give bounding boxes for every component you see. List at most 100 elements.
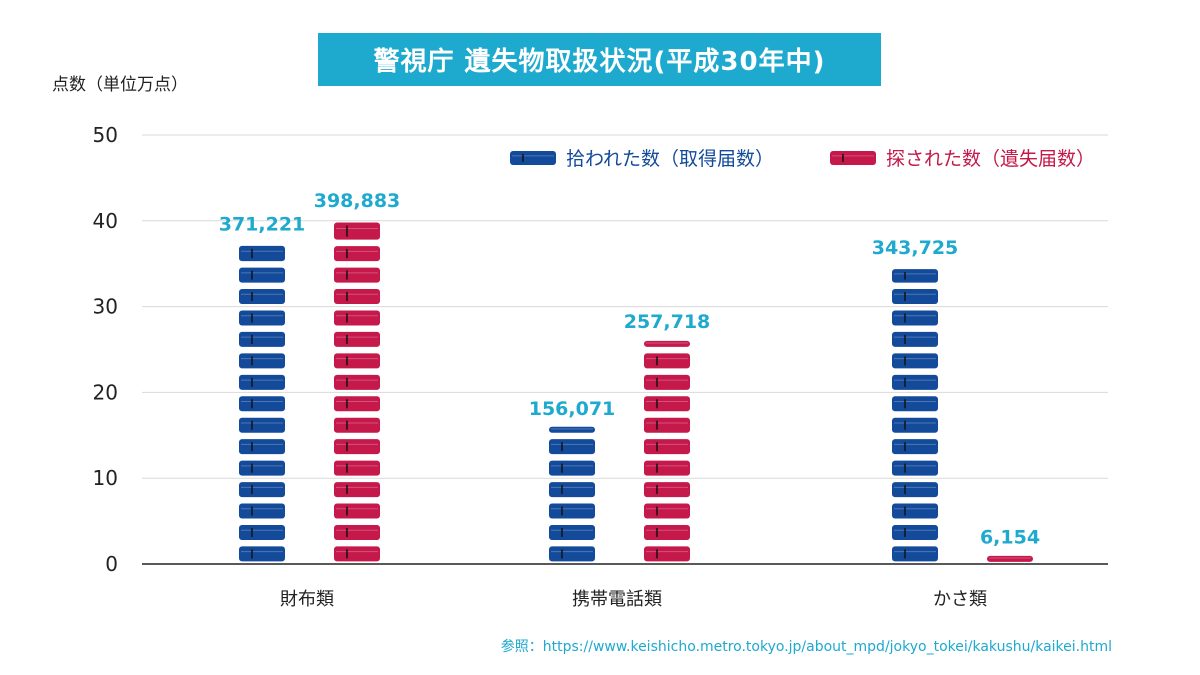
bar-segment xyxy=(334,482,380,498)
bar-segment xyxy=(334,503,380,519)
source-note: 参照：https://www.keishicho.metro.tokyo.jp/… xyxy=(500,639,1112,655)
bar-segment xyxy=(644,396,690,412)
bar-segment-zipper xyxy=(345,399,348,409)
bar-segment-zipper xyxy=(345,270,348,280)
bar-segment-zipper xyxy=(345,377,348,387)
bar-segment-zipper xyxy=(250,527,253,537)
bar xyxy=(644,340,690,562)
bar-segment-zipper xyxy=(560,485,563,495)
legend-label: 拾われた数（取得届数） xyxy=(566,148,774,170)
bar-segment-zipper xyxy=(345,420,348,430)
bar-segment-zipper xyxy=(521,154,524,162)
bar-segment-zipper xyxy=(903,463,906,473)
bar-segment-zipper xyxy=(560,463,563,473)
bar-segment xyxy=(892,353,938,369)
bar-segment xyxy=(549,524,595,540)
bar-segment xyxy=(644,460,690,476)
bar-segment-zipper xyxy=(560,549,563,559)
bar-segment-zipper xyxy=(250,506,253,516)
bar-segment xyxy=(549,460,595,476)
bar-segment xyxy=(334,374,380,390)
bar-segment-zipper xyxy=(345,463,348,473)
bar-segment xyxy=(892,417,938,433)
bar-segment-zipper xyxy=(345,485,348,495)
bar-segment-zipper xyxy=(250,248,253,259)
legend-item: 探された数（遺失届数） xyxy=(830,148,1095,170)
bar-segment xyxy=(239,267,285,283)
bar-segment xyxy=(644,353,690,369)
bar-segment-zipper xyxy=(903,420,906,430)
bar-segment xyxy=(334,267,380,283)
bar-segment-zipper xyxy=(903,356,906,366)
bar-segment-zipper xyxy=(903,292,906,302)
bar-segment xyxy=(549,439,595,455)
bar-segment xyxy=(892,460,938,476)
legend-label: 探された数（遺失届数） xyxy=(886,148,1095,170)
bar xyxy=(239,245,285,562)
y-tick-label: 10 xyxy=(93,466,118,490)
bar-segment xyxy=(334,222,380,240)
bar xyxy=(334,222,380,562)
bar-segment-zipper xyxy=(345,506,348,516)
bar-segment xyxy=(239,353,285,369)
bar-segment xyxy=(644,482,690,498)
bar-segment-zipper xyxy=(655,485,658,495)
bar-segment xyxy=(334,396,380,412)
bar-segment xyxy=(644,417,690,433)
bar xyxy=(987,555,1033,562)
category-label: 携帯電話類 xyxy=(572,589,662,610)
bar-segment xyxy=(510,151,556,165)
legend: 拾われた数（取得届数） 探された数（遺失届数） xyxy=(510,148,1095,170)
bar-segment xyxy=(239,460,285,476)
bar-segment-zipper xyxy=(903,377,906,387)
bar-segment xyxy=(334,460,380,476)
bar-segment-zipper xyxy=(345,334,348,344)
bar-segment-zipper xyxy=(903,527,906,537)
y-tick-label: 50 xyxy=(93,123,118,147)
bar-segment xyxy=(892,269,938,283)
bar-segment xyxy=(644,374,690,390)
y-axis-ticks: 0 10 20 30 40 50 xyxy=(93,123,118,576)
bar-segment-zipper xyxy=(250,377,253,387)
bar-segment-zipper xyxy=(345,292,348,302)
bar-segment xyxy=(549,426,595,433)
bar-segment xyxy=(239,396,285,412)
bar-segment-zipper xyxy=(655,506,658,516)
chart-title: 警視庁 遺失物取扱状況(平成30年中) xyxy=(318,33,881,86)
bar-segment xyxy=(239,524,285,540)
bar-segment xyxy=(644,546,690,562)
bar-segment xyxy=(549,546,595,562)
bar-segment-zipper xyxy=(345,549,348,559)
bar-segment-zipper xyxy=(841,154,844,162)
bar-segment xyxy=(334,417,380,433)
bar-segment xyxy=(892,310,938,326)
bar-segment-zipper xyxy=(655,399,658,409)
bar-segment-zipper xyxy=(903,313,906,323)
bar-segment-zipper xyxy=(345,225,348,237)
bar-segment-zipper xyxy=(560,442,563,452)
legend-item: 拾われた数（取得届数） xyxy=(510,148,774,170)
bar-segment xyxy=(549,482,595,498)
data-label: 6,154 xyxy=(980,527,1040,549)
bar-segment xyxy=(239,503,285,519)
y-axis-label: 点数（単位万点） xyxy=(52,75,188,95)
bar-segment xyxy=(239,331,285,347)
bar-segment-zipper xyxy=(560,527,563,537)
bars xyxy=(239,222,1033,562)
bar-segment xyxy=(239,439,285,455)
y-tick-label: 0 xyxy=(105,552,118,576)
bar-segment xyxy=(334,439,380,455)
data-label: 257,718 xyxy=(624,311,711,333)
bar-segment-zipper xyxy=(250,292,253,302)
y-tick-label: 40 xyxy=(93,209,118,233)
data-labels: 371,221 156,071 343,725 398,883 257,718 6,154 xyxy=(219,190,1040,549)
data-label: 156,071 xyxy=(529,398,616,420)
bar xyxy=(549,426,595,562)
bar-segment xyxy=(239,374,285,390)
bar-segment-zipper xyxy=(250,485,253,495)
bar-segment xyxy=(644,524,690,540)
bar-segment xyxy=(239,245,285,262)
y-tick-label: 30 xyxy=(93,295,118,319)
bar-segment-zipper xyxy=(250,549,253,559)
